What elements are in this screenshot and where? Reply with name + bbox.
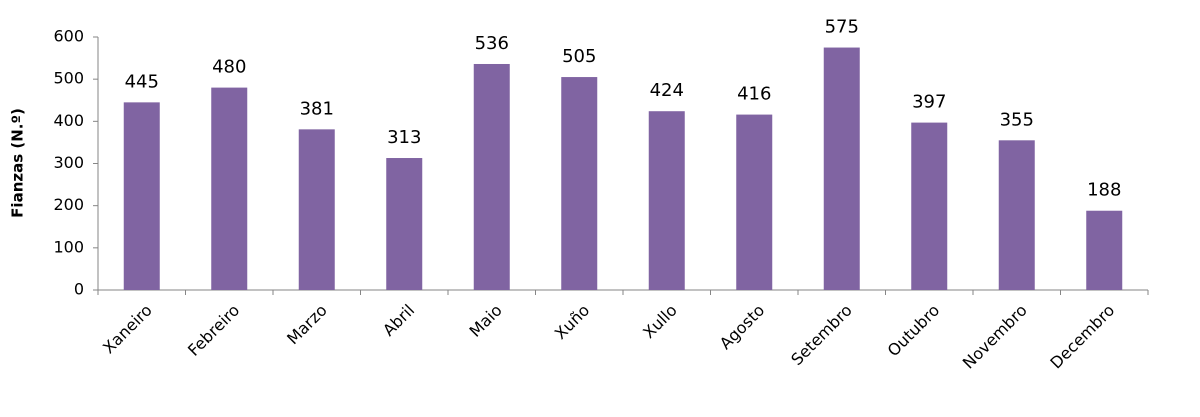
bar [911,122,948,291]
data-label: 381 [300,98,334,119]
x-tick-label: Xuño [551,301,593,343]
x-tick-label: Outubro [884,301,944,361]
data-label: 575 [825,17,859,38]
bar [998,140,1035,290]
x-tick-label: Xaneiro [99,301,156,358]
data-label: 397 [912,92,946,113]
bar [123,102,160,290]
bar [473,63,510,291]
bar [823,47,860,290]
data-label: 313 [387,127,421,148]
bar [1086,210,1123,290]
x-tick-label: Agosto [716,301,769,354]
y-tick-label: 200 [53,195,84,214]
x-tick-label: Setembro [787,301,856,370]
x-tick-label: Maio [466,301,506,341]
data-label: 416 [737,84,771,105]
x-tick-label: Xullo [639,301,681,343]
bar [648,111,685,290]
data-label: 536 [475,33,509,54]
x-tick-label: Abril [379,301,418,340]
y-tick-label: 300 [53,153,84,172]
data-label: 480 [212,57,246,78]
data-label: 188 [1087,180,1121,201]
x-tick-label: Decembro [1046,301,1118,373]
x-tick-label: Novembro [959,301,1031,373]
x-tick-label: Marzo [283,301,331,349]
y-axis-label: Fianzas (N.º) [9,108,27,218]
y-tick-label: 0 [74,280,84,299]
y-tick-label: 600 [53,27,84,46]
y-tick-label: 400 [53,111,84,130]
y-tick-label: 500 [53,69,84,88]
x-tick-label: Febreiro [184,301,243,360]
data-label: 505 [562,46,596,67]
data-label: 445 [125,71,159,92]
bar [386,158,423,290]
bar [211,87,248,290]
bar [298,129,335,290]
bar [561,77,598,290]
data-label: 355 [1000,109,1034,130]
y-tick-label: 100 [53,237,84,256]
data-label: 424 [650,80,684,101]
bar [736,114,773,290]
